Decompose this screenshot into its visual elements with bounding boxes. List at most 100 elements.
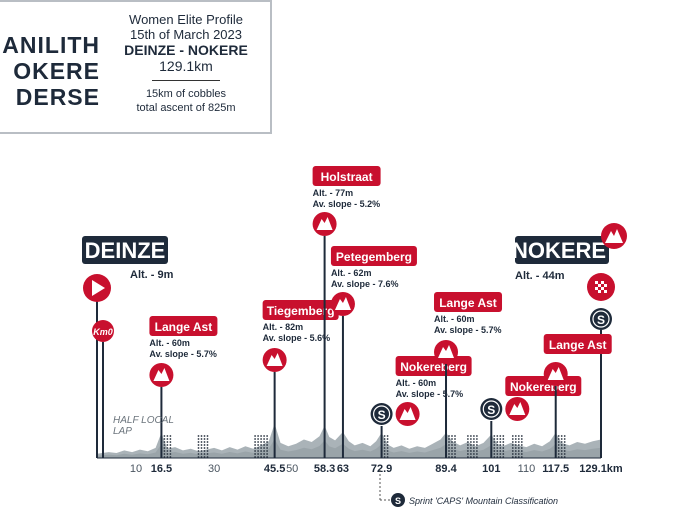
cobble-dot — [473, 453, 475, 455]
mountain-glyph — [334, 297, 351, 310]
cobble-dot — [197, 441, 200, 443]
cobble-dot — [448, 450, 450, 452]
cobble-dot — [499, 456, 502, 458]
cobble-dot — [163, 441, 166, 443]
checker-square — [595, 281, 598, 284]
cobble-dot — [511, 447, 514, 449]
cobble-dot — [502, 450, 505, 452]
x-tick-label: 72.9 — [371, 463, 392, 475]
cobble-dot — [200, 453, 203, 455]
cobble-dot — [496, 450, 499, 452]
cobble-dot — [493, 456, 496, 458]
cobble-dot — [511, 435, 514, 437]
cobble-dot — [517, 438, 520, 440]
cobble-dot — [386, 438, 389, 440]
cobble-dot — [517, 447, 520, 449]
climb-altitude: Alt. - 60m — [149, 338, 190, 348]
cobble-dot — [520, 444, 523, 446]
cobble-dot — [266, 438, 268, 440]
cobble-dot — [496, 438, 499, 440]
cobble-dot — [451, 435, 453, 437]
cobble-dot — [260, 456, 262, 458]
cobble-dot — [200, 441, 203, 443]
cobble-dot — [560, 438, 563, 440]
cobble-dot — [520, 441, 523, 443]
x-tick-label: 129.1km — [579, 463, 623, 475]
brand-line: OKERE — [13, 58, 100, 84]
cobble-dot — [263, 441, 265, 443]
climb-altitude: Alt. - 77m — [313, 188, 354, 198]
checker-square — [595, 287, 598, 290]
cobble-dot — [499, 450, 502, 452]
race-info: Women Elite Profile 15th of March 2023 D… — [106, 12, 266, 115]
cobble-dot — [514, 435, 517, 437]
climb-altitude: Alt. - 62m — [331, 268, 372, 278]
checker-square — [601, 287, 604, 290]
sprint-legend-icon — [391, 493, 405, 507]
cobble-dot — [203, 438, 206, 440]
cobble-dot — [476, 447, 478, 449]
cobble-dot — [514, 441, 517, 443]
x-tick-label: 30 — [208, 463, 220, 475]
cobble-dot — [470, 438, 472, 440]
cobble-dot — [254, 438, 256, 440]
cobble-dot — [493, 450, 496, 452]
checker-square — [598, 290, 601, 293]
cobble-dot — [514, 444, 517, 446]
cobble-dot — [206, 450, 209, 452]
sprint-ring — [482, 400, 500, 418]
cobble-dot — [476, 456, 478, 458]
cobble-dot — [169, 447, 172, 449]
x-tick-label: 89.4 — [435, 463, 457, 475]
cobble-dot — [511, 438, 514, 440]
cobble-dot — [560, 444, 563, 446]
cobble-dot — [266, 453, 268, 455]
climb-name-box — [149, 316, 218, 336]
cobble-dot — [254, 450, 256, 452]
cobble-dot — [166, 450, 169, 452]
cobble-dot — [454, 447, 456, 449]
cobble-dot — [496, 441, 499, 443]
cobble-dot — [260, 450, 262, 452]
cobble-dot — [511, 453, 514, 455]
cobble-dot — [200, 456, 203, 458]
half-lap-label-2: LAP — [113, 426, 132, 437]
cobble-dot — [266, 441, 268, 443]
cobble-dot — [496, 453, 499, 455]
cobble-dot — [470, 450, 472, 452]
cobble-dot — [557, 447, 560, 449]
cobble-dot — [163, 438, 166, 440]
x-tick-label: 63 — [337, 463, 349, 475]
cobble-dot — [476, 444, 478, 446]
cobble-dot — [266, 456, 268, 458]
x-tick-label: 58.3 — [314, 463, 335, 475]
cobble-dot — [467, 447, 469, 449]
climb-name: Lange Ast — [549, 338, 607, 352]
cobble-dot — [502, 444, 505, 446]
cobble-dot — [557, 441, 560, 443]
sprint-ring — [592, 310, 610, 328]
cobble-dot — [169, 438, 172, 440]
cobble-dot — [197, 456, 200, 458]
cobble-dot — [263, 456, 265, 458]
cobble-dot — [502, 453, 505, 455]
cobble-dot — [254, 444, 256, 446]
cobble-dot — [511, 456, 514, 458]
cobble-dot — [203, 441, 206, 443]
cobble-dot — [163, 447, 166, 449]
brand-line: ANILITH — [2, 32, 100, 58]
cobble-dot — [197, 453, 200, 455]
cobble-dot — [476, 450, 478, 452]
cobble-dot — [454, 450, 456, 452]
cobble-dot — [197, 444, 200, 446]
climb-name-box — [434, 292, 503, 312]
cobble-dot — [163, 456, 166, 458]
cobble-dot — [260, 435, 262, 437]
cobble-dot — [451, 450, 453, 452]
cobble-dot — [473, 438, 475, 440]
cobble-section — [254, 435, 268, 458]
cobble-dot — [448, 447, 450, 449]
